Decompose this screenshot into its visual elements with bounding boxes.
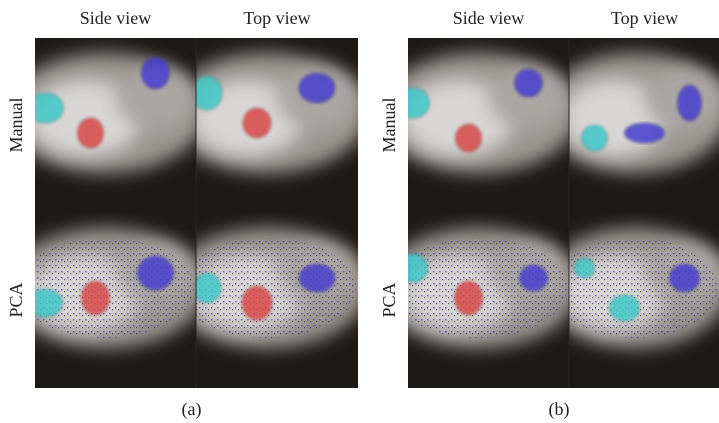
image-tile — [379, 228, 579, 348]
image-tile — [167, 53, 368, 173]
fluorescence-blob — [78, 118, 104, 148]
fluorescence-blob — [138, 256, 174, 290]
tile-content — [379, 53, 579, 173]
image-tile — [379, 53, 579, 173]
tile-content — [6, 228, 206, 348]
column-header: Side view — [80, 8, 152, 28]
fluorescence-blob — [610, 295, 640, 321]
row-label: PCA — [379, 282, 399, 317]
fluorescence-blob — [582, 125, 608, 151]
tile-content — [6, 53, 206, 173]
tile-content — [167, 53, 368, 173]
fluorescence-blob — [456, 124, 482, 152]
fluorescence-blob — [678, 85, 702, 121]
tile-content — [379, 228, 579, 348]
fluorescence-blob — [455, 281, 483, 315]
figure: Side view Manual PCA Top view (a) Side view Ma… — [0, 0, 719, 423]
fluorescence-blob — [243, 108, 271, 138]
column-header: Side view — [453, 8, 525, 28]
fluorescence-blob — [520, 265, 548, 291]
fluorescence-blob — [670, 264, 700, 292]
column-header: Top view — [243, 8, 310, 28]
panel-caption: (b) — [549, 399, 570, 420]
fluorescence-blob — [515, 69, 543, 97]
fluorescence-blob — [299, 73, 335, 103]
tile-content — [167, 228, 368, 348]
row-label: PCA — [6, 282, 26, 317]
panel-caption: (a) — [182, 399, 202, 420]
row-label: Manual — [379, 98, 399, 153]
image-tile — [167, 228, 368, 348]
fluorescence-blob — [29, 289, 63, 317]
fluorescence-blob — [400, 254, 428, 282]
row-label: Manual — [6, 98, 26, 153]
fluorescence-blob — [575, 258, 595, 278]
image-tile — [6, 53, 206, 173]
fluorescence-blob — [142, 57, 170, 89]
column-header: Top view — [611, 8, 678, 28]
fluorescence-blob — [82, 281, 110, 315]
image-tile — [6, 228, 206, 348]
fluorescence-blob — [242, 286, 272, 320]
fluorescence-blob — [625, 123, 665, 143]
fluorescence-blob — [28, 93, 64, 123]
fluorescence-blob — [299, 264, 335, 292]
fluorescence-blob — [193, 273, 221, 303]
fluorescence-blob — [398, 88, 430, 118]
